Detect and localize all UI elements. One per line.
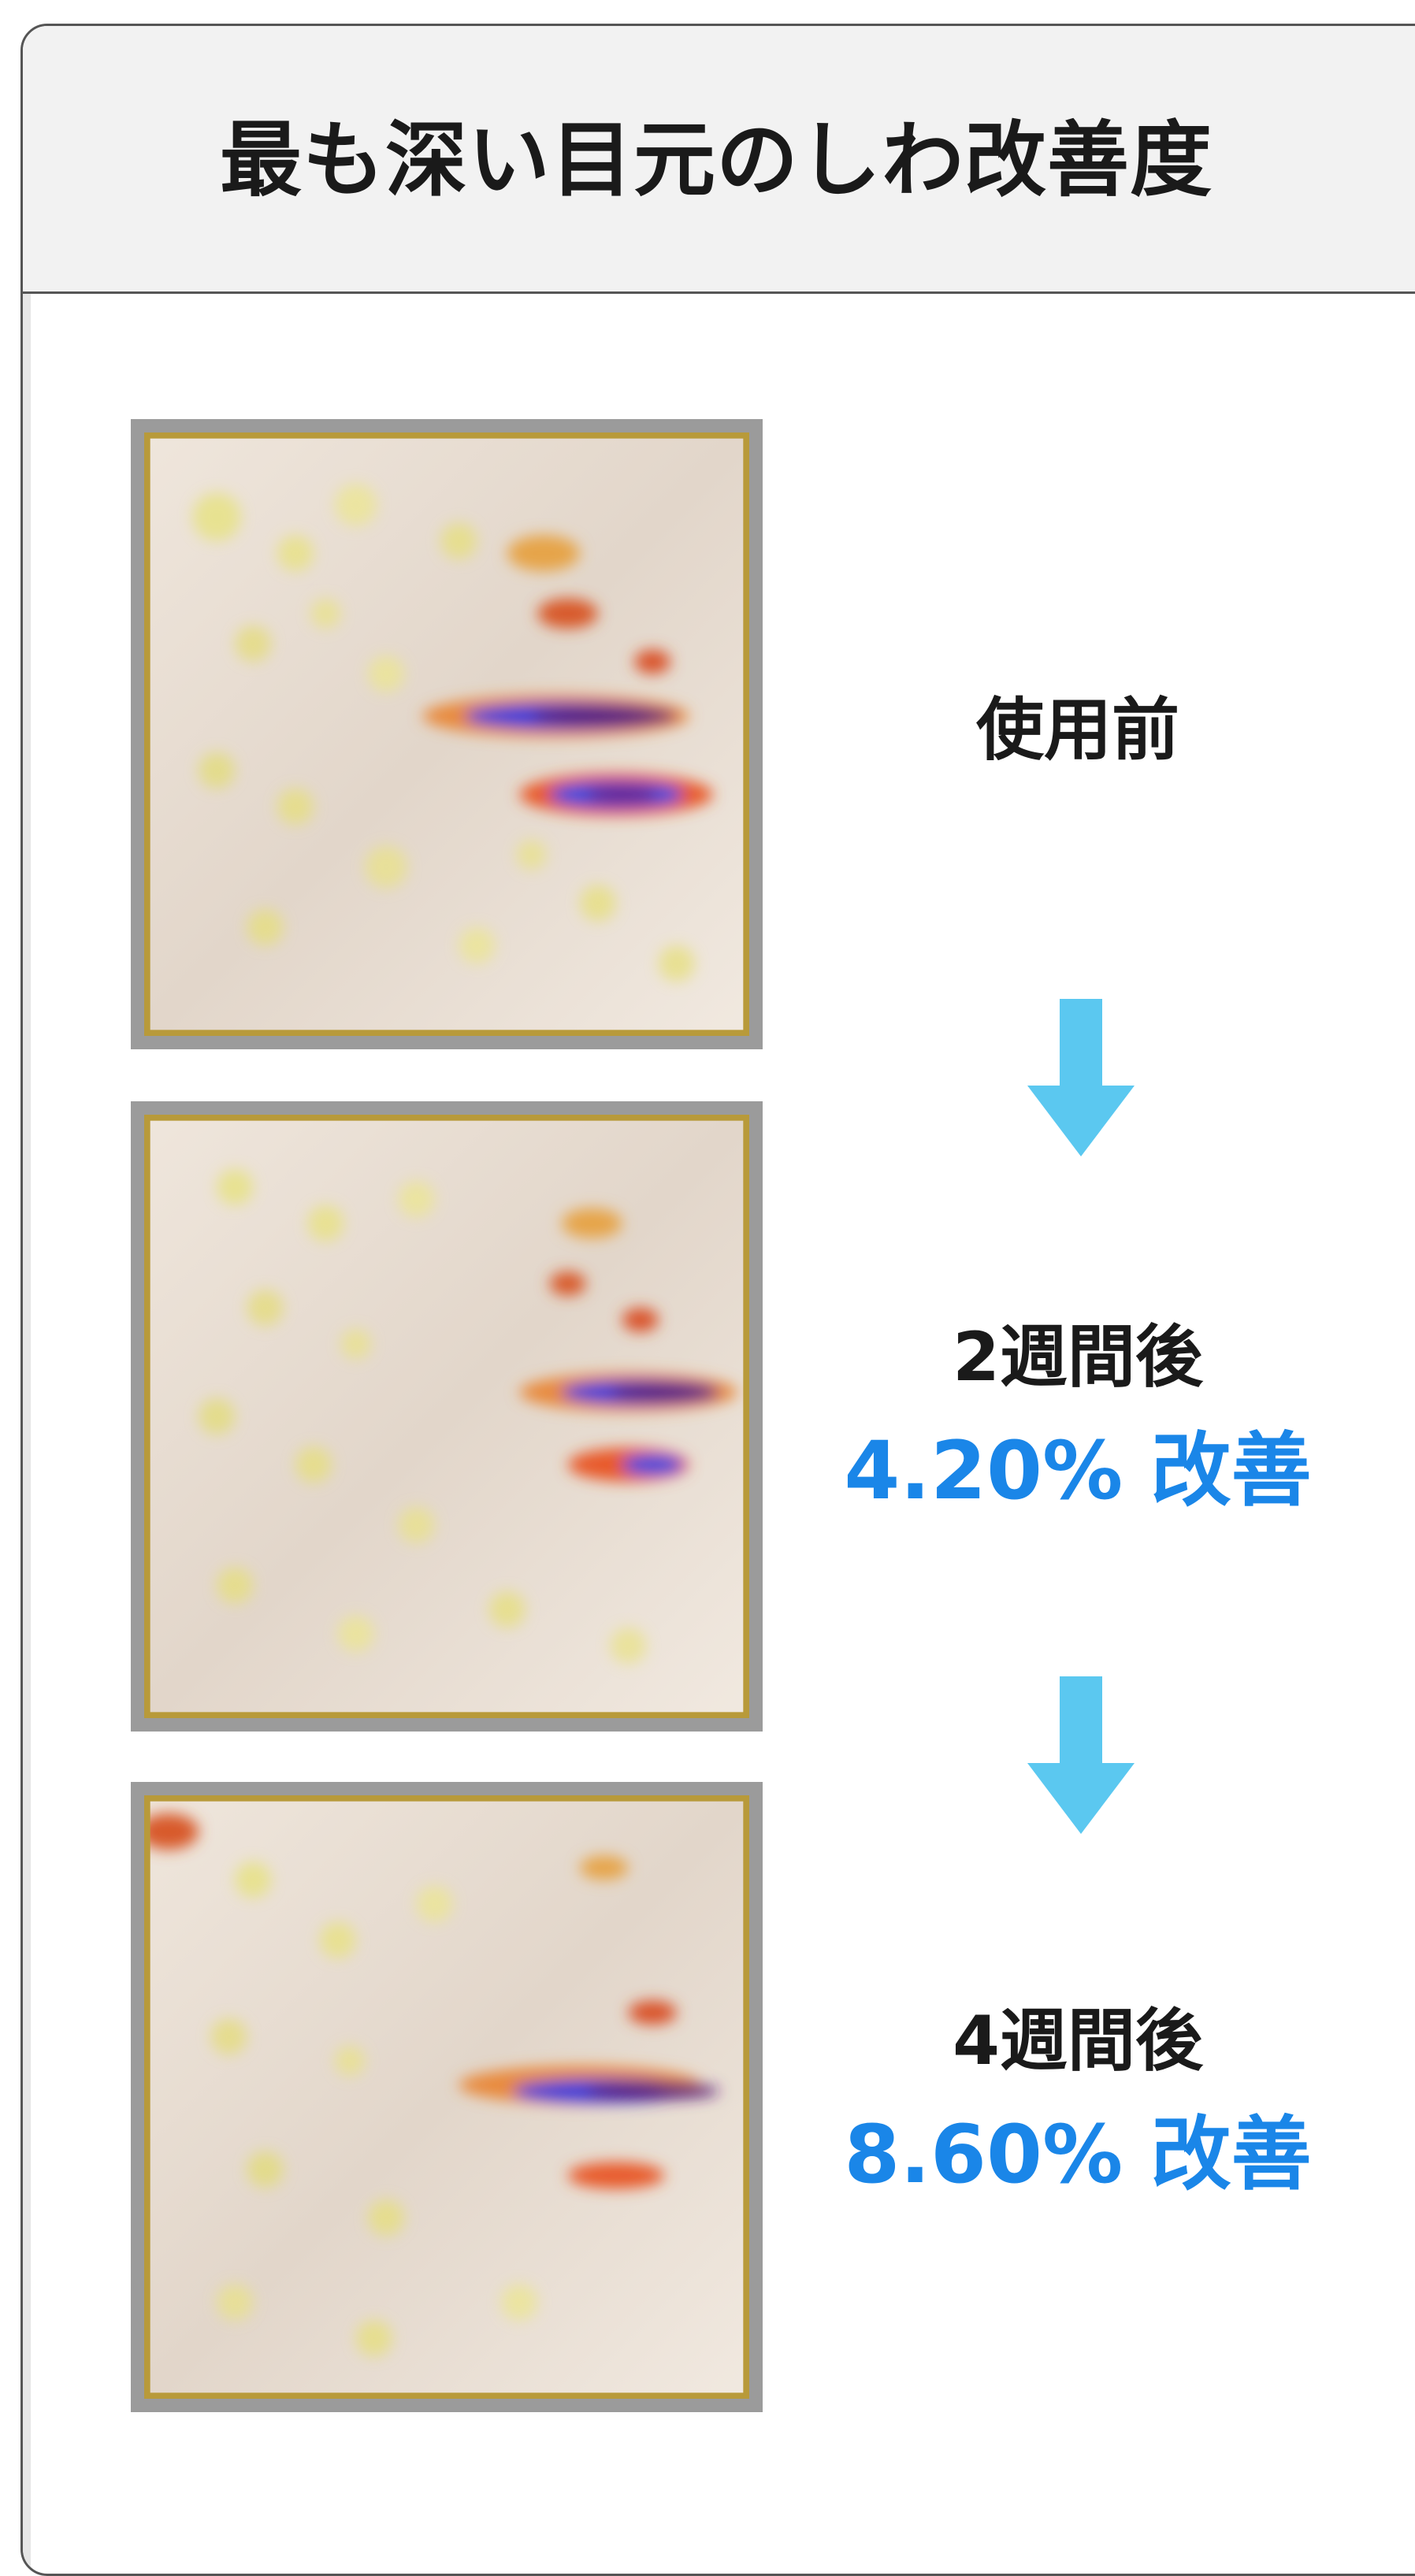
- improvement-value-4-weeks: 8.60% 改善: [844, 2108, 1312, 2202]
- card-left-edge: [23, 294, 31, 2574]
- card-title: 最も深い目元のしわ改善度: [219, 112, 1213, 208]
- stage-label-before: 使用前: [976, 691, 1179, 770]
- arrow-down-icon: [1027, 999, 1135, 1156]
- stage-label-2-weeks: 2週間後: [953, 1318, 1203, 1397]
- stage-label-4-weeks: 4週間後: [953, 2002, 1203, 2080]
- arrow-down-icon: [1027, 1676, 1135, 1834]
- heatmap-image-before: [131, 419, 763, 1049]
- heatmap-image-4-weeks: [131, 1782, 763, 2412]
- card-header: 最も深い目元のしわ改善度: [23, 26, 1415, 294]
- heatmap-image-2-weeks: [131, 1101, 763, 1732]
- improvement-value-2-weeks: 4.20% 改善: [844, 1424, 1312, 1518]
